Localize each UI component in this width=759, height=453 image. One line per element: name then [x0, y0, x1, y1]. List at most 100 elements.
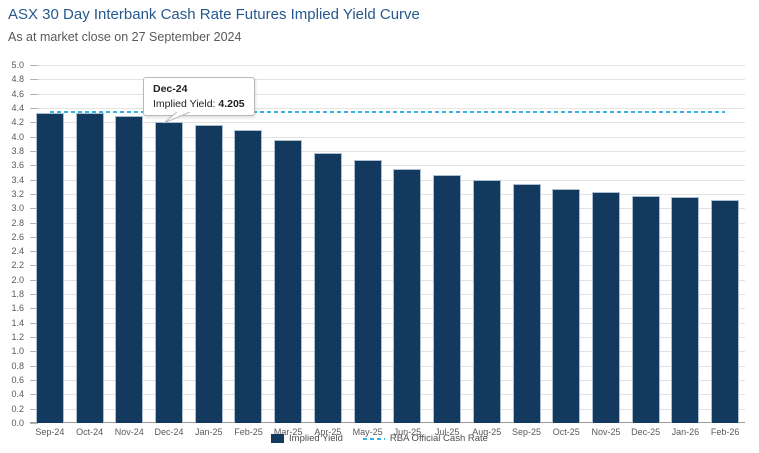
- y-axis-tick: [30, 165, 38, 167]
- gridline: [30, 408, 745, 410]
- gridline: [30, 294, 745, 296]
- y-axis-tick: [30, 208, 38, 210]
- x-tick-label: Dec-25: [631, 427, 661, 437]
- y-tick-label: 0.6: [11, 375, 24, 386]
- rba-cash-rate-line: [49, 110, 726, 113]
- gridline: [30, 193, 745, 195]
- y-tick-label: 1.0: [11, 346, 24, 357]
- y-tick-label: 0.2: [11, 403, 24, 414]
- y-axis-tick: [30, 265, 38, 267]
- x-tick-label: Aug-25: [472, 427, 502, 437]
- y-axis-tick: [30, 236, 38, 238]
- tooltip: Dec-24 Implied Yield: 4.205: [143, 77, 255, 116]
- y-axis-tick: [30, 179, 38, 181]
- y-axis-tick: [30, 394, 38, 396]
- gridline: [30, 93, 745, 95]
- y-axis-tick: [30, 351, 38, 353]
- x-axis-line: [30, 422, 745, 423]
- bar-nov-25[interactable]: [591, 192, 620, 423]
- legend-label-rba-cash-rate: RBA Official Cash Rate: [389, 433, 488, 444]
- gridline: [30, 222, 745, 224]
- x-tick-label: May-25: [352, 427, 383, 437]
- y-axis-tick: [30, 308, 38, 310]
- bar-may-25[interactable]: [353, 159, 382, 423]
- y-axis-tick: [30, 65, 38, 66]
- gridline: [30, 308, 745, 310]
- gridline: [30, 136, 745, 138]
- bar-jan-26[interactable]: [671, 197, 700, 423]
- y-tick-label: 2.6: [11, 231, 24, 242]
- y-tick-label: 2.0: [11, 274, 24, 285]
- y-axis-tick: [30, 337, 38, 339]
- gridline: [30, 251, 745, 253]
- x-tick-label: Apr-25: [314, 427, 342, 437]
- bar-oct-25[interactable]: [552, 188, 581, 423]
- bar-mar-25[interactable]: [274, 140, 303, 423]
- y-tick-label: 2.8: [11, 217, 24, 228]
- x-tick-label: Oct-25: [552, 427, 580, 437]
- bar-apr-25[interactable]: [313, 153, 342, 423]
- y-tick-label: 0.0: [11, 418, 24, 428]
- bar-dec-24[interactable]: [155, 121, 184, 423]
- y-tick-label: 3.6: [11, 160, 24, 171]
- bar-sep-24[interactable]: [35, 113, 64, 423]
- x-tick-label: Sep-25: [512, 427, 542, 437]
- x-tick-label: Oct-24: [76, 427, 104, 437]
- y-axis-tick: [30, 107, 38, 109]
- x-tick-label: Mar-25: [273, 427, 303, 437]
- gridline: [30, 65, 745, 66]
- y-axis-tick: [30, 423, 38, 424]
- chart-title: ASX 30 Day Interbank Cash Rate Futures I…: [8, 6, 420, 23]
- bar-jan-25[interactable]: [194, 125, 223, 423]
- x-tick-label: Jan-25: [194, 427, 223, 437]
- y-tick-label: 4.4: [11, 102, 24, 113]
- tooltip-value: 4.205: [218, 98, 245, 110]
- tooltip-label: Implied Yield:: [153, 98, 219, 110]
- gridline: [30, 79, 745, 81]
- tooltip-arrow-icon: [163, 112, 191, 124]
- y-tick-label: 4.8: [11, 74, 24, 85]
- bar-oct-24[interactable]: [75, 112, 104, 423]
- bar-jun-25[interactable]: [393, 168, 422, 423]
- bar-jul-25[interactable]: [433, 175, 462, 423]
- x-tick-label: Jun-25: [393, 427, 422, 437]
- y-axis-tick: [30, 136, 38, 138]
- x-tick-label: Feb-25: [234, 427, 263, 437]
- plot-area: 0.0 0.2 0.4 0.6 0.8 1.0 1.2 1.4 1.6 1.8 2.0 2.2 2.4 2…: [11, 60, 745, 437]
- y-tick-label: 0.4: [11, 389, 24, 400]
- gridline: [30, 365, 745, 367]
- y-tick-label: 3.8: [11, 145, 24, 156]
- legend-item-implied-yield[interactable]: Implied Yield: [271, 433, 343, 444]
- bar-feb-26[interactable]: [711, 200, 740, 423]
- y-axis-tick: [30, 93, 38, 95]
- bar-nov-24[interactable]: [115, 115, 144, 423]
- gridline: [30, 351, 745, 353]
- y-tick-label: 3.4: [11, 174, 24, 185]
- legend-item-rba-cash-rate[interactable]: RBA Official Cash Rate: [362, 433, 488, 444]
- x-tick-label: Nov-24: [114, 427, 144, 437]
- gridline: [30, 122, 745, 124]
- gridline: [30, 337, 745, 339]
- bar-sep-25[interactable]: [512, 183, 541, 423]
- y-axis-tick: [30, 279, 38, 281]
- gridline: [30, 107, 745, 109]
- y-tick-label: 2.4: [11, 246, 24, 257]
- y-axis-tick: [30, 251, 38, 253]
- y-axis-tick: [30, 365, 38, 367]
- y-tick-label: 1.8: [11, 289, 24, 300]
- y-axis-tick: [30, 380, 38, 382]
- bar-aug-25[interactable]: [472, 180, 501, 423]
- y-tick-label: 4.0: [11, 131, 24, 142]
- y-axis-tick: [30, 193, 38, 195]
- y-tick-label: 1.4: [11, 317, 24, 328]
- rba-cash-rate-swatch-icon: [362, 437, 385, 440]
- y-axis-tick: [30, 294, 38, 296]
- x-tick-label: Jul-25: [434, 427, 460, 437]
- gridline: [30, 322, 745, 324]
- gridline: [30, 380, 745, 382]
- y-tick-label: 0.8: [11, 360, 24, 371]
- bar-dec-25[interactable]: [631, 196, 660, 423]
- y-tick-label: 5.0: [11, 60, 24, 70]
- bar-feb-25[interactable]: [234, 130, 263, 423]
